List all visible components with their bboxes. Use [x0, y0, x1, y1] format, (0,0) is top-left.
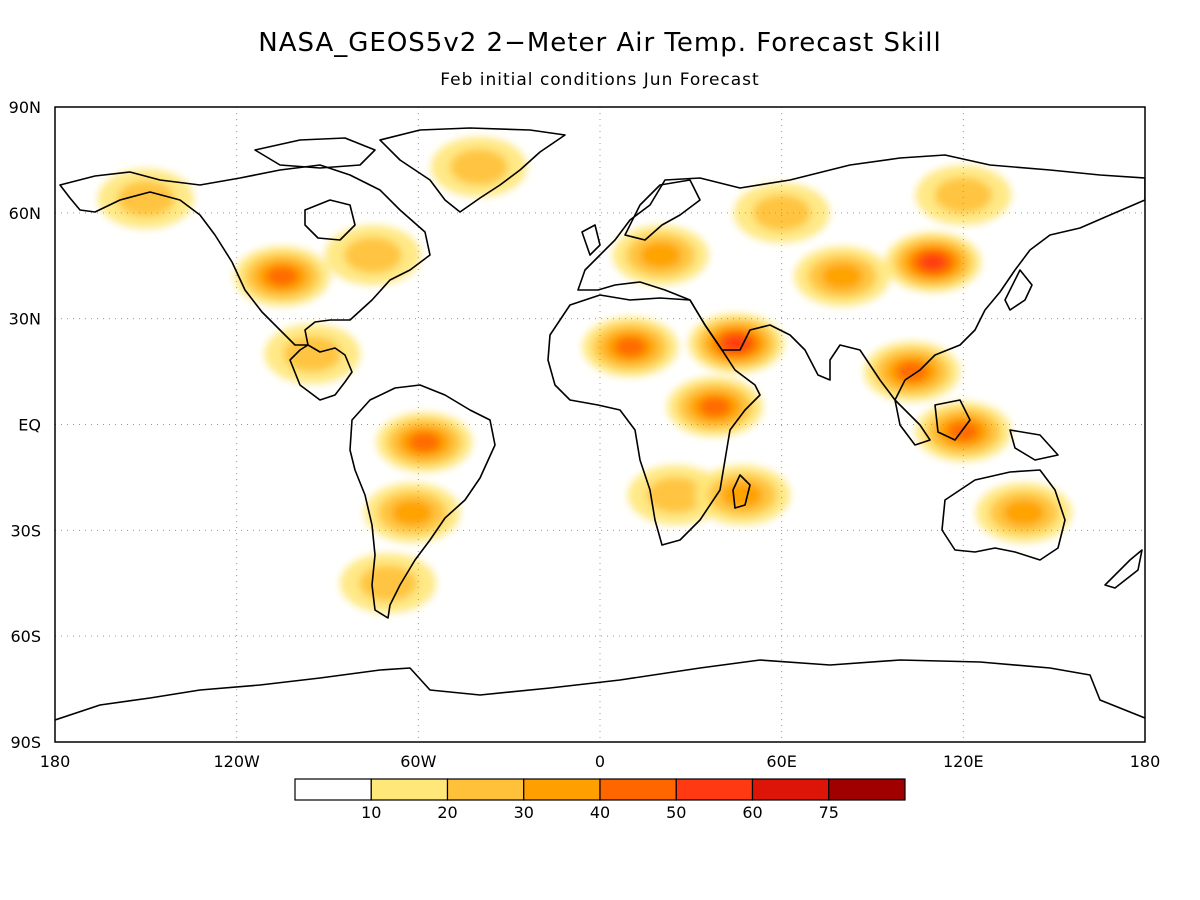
lat-label: 60N [9, 204, 41, 223]
coastline-madagascar [732, 474, 751, 509]
skill-region-alaska [117, 180, 175, 217]
colorbar-segment [828, 778, 906, 801]
skill-region-madagascar [721, 482, 763, 508]
lon-label: 0 [595, 752, 605, 771]
coastline-europe-asia [577, 154, 1145, 401]
skill-region-amazon [408, 432, 441, 453]
colorbar-segment [446, 778, 525, 801]
coastline-africa-eurasia [547, 294, 761, 546]
colorbar-label: 50 [666, 803, 686, 822]
skill-region-southern-south-america [391, 499, 433, 526]
colorbar: 10 20 30 40 50 60 75 [294, 778, 906, 822]
lat-label: 30S [10, 521, 41, 540]
skill-region-western-north-america [266, 266, 299, 287]
skill-region-australia [1003, 499, 1045, 526]
colorbar-label: 30 [514, 803, 534, 822]
colorbar-segment [599, 778, 677, 801]
skill-region-siberia [934, 177, 993, 214]
lat-label: 90N [9, 98, 41, 117]
skill-region-east-africa [699, 396, 732, 417]
coastline-antarctica [55, 659, 1145, 721]
colorbar-segment [294, 778, 372, 801]
skill-region-mongolia [919, 254, 947, 271]
skill-region-southern-africa [646, 477, 705, 514]
map-title: NASA_GEOS5v2 2−Meter Air Temp. Forecast … [258, 28, 942, 58]
skill-region-sahara [614, 336, 647, 357]
colorbar-label: 75 [819, 803, 839, 822]
coastline-greenland [379, 127, 566, 213]
coastline-new-zealand [1104, 549, 1143, 589]
skill-region-central-asia [821, 263, 863, 290]
skill-region-southeast-asia [895, 361, 928, 382]
coastline-scandinavia [624, 179, 701, 241]
lat-label: 60S [10, 627, 41, 646]
coastlines [55, 127, 1145, 721]
lat-label: 30N [9, 310, 41, 329]
latitude-labels: 90N 60N 30N EQ 30S 60S 90S [9, 98, 41, 752]
lon-label: 60W [400, 752, 436, 771]
colorbar-label: 40 [590, 803, 610, 822]
lon-label: 180 [40, 752, 71, 771]
coastline-south-america [349, 384, 496, 619]
longitude-labels: 180 120W 60W 0 60E 120E 180 [40, 752, 1161, 771]
lon-label: 60E [766, 752, 796, 771]
lon-label: 120W [213, 752, 260, 771]
lat-label: EQ [18, 416, 41, 435]
lon-label: 180 [1130, 752, 1161, 771]
coastline-arctic-islands [254, 137, 376, 169]
coastline-japan [1004, 269, 1033, 311]
coastline-hudson-bay [304, 199, 356, 241]
colorbar-segment [675, 778, 754, 801]
skill-region-arabia [723, 335, 750, 352]
coastline-british-isles [581, 224, 601, 256]
map-subtitle: Feb initial conditions Jun Forecast [440, 70, 760, 90]
colorbar-segment [370, 778, 449, 801]
skill-region-eastern-north-america [344, 237, 402, 274]
colorbar-segment [523, 778, 601, 801]
colorbar-segment [751, 778, 830, 801]
lon-label: 120E [943, 752, 984, 771]
coastline-australia [941, 469, 1066, 561]
lat-label: 90S [10, 733, 41, 752]
map-frame [54, 106, 1146, 743]
skill-field-layer [97, 136, 1072, 614]
colorbar-label: 60 [742, 803, 762, 822]
colorbar-label: 20 [437, 803, 457, 822]
coastline-north-america [59, 164, 431, 401]
skill-region-greenland [450, 148, 508, 185]
coastline-sumatra-borneo [894, 399, 971, 446]
colorbar-label: 10 [361, 803, 381, 822]
coastline-new-guinea [1009, 429, 1059, 461]
skill-region-europe [639, 242, 682, 269]
